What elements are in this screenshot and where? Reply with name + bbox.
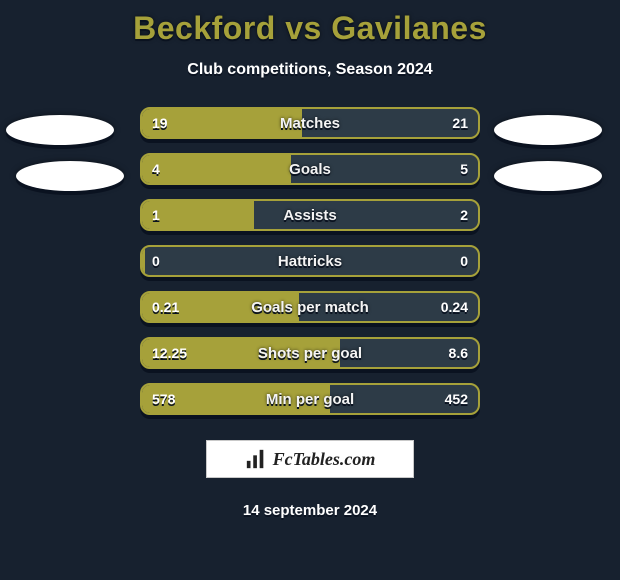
- player-ellipse-1: [494, 115, 602, 145]
- stat-left-value: 4: [152, 155, 160, 183]
- page-title: Beckford vs Gavilanes: [0, 0, 620, 47]
- stat-right-value: 2: [460, 201, 468, 229]
- footer-date: 14 september 2024: [0, 502, 620, 519]
- stat-left-value: 19: [152, 109, 168, 137]
- player-ellipse-2: [16, 161, 124, 191]
- stat-right-value: 452: [445, 385, 468, 413]
- stat-left-value: 0: [152, 247, 160, 275]
- bar-chart-icon: [245, 448, 267, 470]
- stat-right-value: 8.6: [449, 339, 468, 367]
- subtitle: Club competitions, Season 2024: [0, 61, 620, 79]
- stat-row: 578452Min per goal: [140, 383, 480, 415]
- bar-fill: [142, 247, 145, 275]
- stat-row: 1921Matches: [140, 107, 480, 139]
- stat-right-value: 21: [452, 109, 468, 137]
- comparison-chart: 1921Matches45Goals12Assists00Hattricks0.…: [0, 107, 620, 427]
- stat-row: 0.210.24Goals per match: [140, 291, 480, 323]
- stat-row: 45Goals: [140, 153, 480, 185]
- stat-row: 12Assists: [140, 199, 480, 231]
- fctables-badge[interactable]: FcTables.com: [206, 440, 414, 478]
- stat-right-value: 0: [460, 247, 468, 275]
- stat-row: 12.258.6Shots per goal: [140, 337, 480, 369]
- bar-fill: [142, 155, 291, 183]
- stat-left-value: 12.25: [152, 339, 187, 367]
- stat-right-value: 0.24: [441, 293, 468, 321]
- stat-left-value: 1: [152, 201, 160, 229]
- badge-text: FcTables.com: [273, 449, 376, 470]
- player-ellipse-3: [494, 161, 602, 191]
- stat-right-value: 5: [460, 155, 468, 183]
- stat-left-value: 0.21: [152, 293, 179, 321]
- stat-left-value: 578: [152, 385, 175, 413]
- stat-label: Hattricks: [142, 247, 478, 275]
- player-ellipse-0: [6, 115, 114, 145]
- stat-rows: 1921Matches45Goals12Assists00Hattricks0.…: [140, 107, 480, 429]
- stat-row: 0 0Hattricks: [140, 245, 480, 277]
